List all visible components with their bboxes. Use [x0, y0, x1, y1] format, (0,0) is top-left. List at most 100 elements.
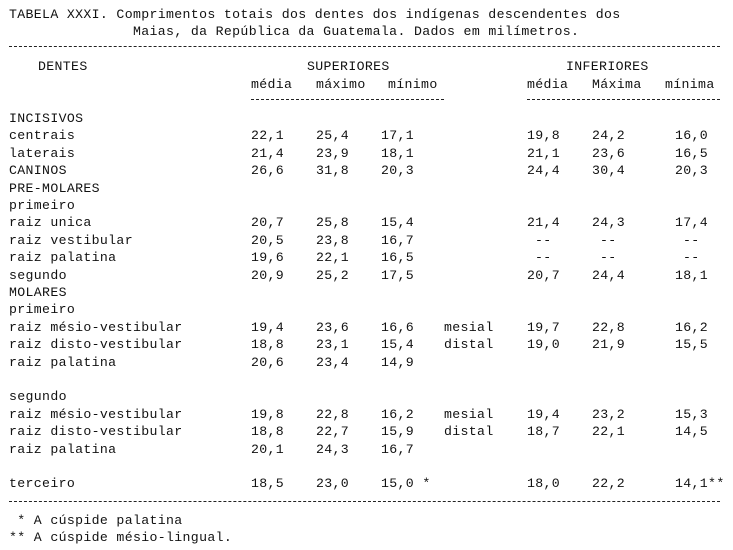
row-label: raiz unica	[9, 215, 92, 230]
superiores-rule	[251, 99, 444, 100]
superior-value-cell: 23,4	[316, 355, 350, 370]
inferior-value-cell: 18,1	[675, 268, 709, 283]
inferior-value-cell: 20,7	[527, 268, 561, 283]
superior-value-cell: 20,5	[251, 233, 285, 248]
inferior-value-cell: 24,3	[592, 215, 626, 230]
row-label: raiz palatina	[9, 355, 117, 370]
row-label: MOLARES	[9, 285, 67, 300]
superior-value-cell: 16,7	[381, 442, 415, 457]
header-sup-maximo: máximo	[316, 77, 366, 92]
inferior-value-cell: 17,4	[675, 215, 709, 230]
inferior-value-cell: 22,8	[592, 320, 626, 335]
superior-value-cell: 25,8	[316, 215, 350, 230]
superior-value-cell: 16,5	[381, 250, 415, 265]
superior-value-cell: 22,7	[316, 424, 350, 439]
row-label: raiz disto-vestibular	[9, 337, 183, 352]
inferior-value-cell: 23,6	[592, 146, 626, 161]
inferior-value-cell: 16,2	[675, 320, 709, 335]
inferior-value-cell: 21,4	[527, 215, 561, 230]
superior-value-cell: 18,1	[381, 146, 415, 161]
inferior-value-cell: 22,1	[592, 424, 626, 439]
superior-value-cell: 15,9	[381, 424, 415, 439]
row-label: raiz palatina	[9, 442, 117, 457]
root-position-note: distal	[444, 424, 494, 439]
superior-value-cell: 25,2	[316, 268, 350, 283]
superior-value-cell: 23,1	[316, 337, 350, 352]
inferior-value-cell: 19,8	[527, 128, 561, 143]
inferior-value-cell: 15,5	[675, 337, 709, 352]
inferior-value-cell: --	[535, 250, 552, 265]
superior-value-cell: 18,8	[251, 424, 285, 439]
inferior-value-cell: --	[600, 250, 617, 265]
table-title-line-2: Maias, da República da Guatemala. Dados …	[133, 24, 580, 39]
superior-value-cell: 31,8	[316, 163, 350, 178]
inferior-value-cell: 24,2	[592, 128, 626, 143]
row-label: raiz mésio-vestibular	[9, 407, 183, 422]
superior-value-cell: 22,8	[316, 407, 350, 422]
superior-value-cell: 21,4	[251, 146, 285, 161]
inferior-value-cell: 30,4	[592, 163, 626, 178]
superior-value-cell: 19,4	[251, 320, 285, 335]
header-sup-media: média	[251, 77, 293, 92]
row-label: CANINOS	[9, 163, 67, 178]
superior-value-cell: 19,8	[251, 407, 285, 422]
header-dentes: DENTES	[38, 59, 88, 74]
inferior-value-cell: 14,5	[675, 424, 709, 439]
footnote-mesio-lingual: ** A cúspide mésio-lingual.	[9, 530, 233, 545]
inferior-value-cell: 19,0	[527, 337, 561, 352]
inferior-value-cell: 19,7	[527, 320, 561, 335]
superior-value-cell: 20,3	[381, 163, 415, 178]
inferior-value-cell: 19,4	[527, 407, 561, 422]
inferior-value-cell: 21,9	[592, 337, 626, 352]
superior-value-cell: 20,7	[251, 215, 285, 230]
row-label: raiz disto-vestibular	[9, 424, 183, 439]
root-position-note: distal	[444, 337, 494, 352]
row-label: segundo	[9, 389, 67, 404]
row-label: centrais	[9, 128, 76, 143]
inferior-value-cell: 14,1**	[675, 476, 725, 491]
superior-value-cell: 20,1	[251, 442, 285, 457]
superior-value-cell: 16,7	[381, 233, 415, 248]
inferior-value-cell: 18,7	[527, 424, 561, 439]
superior-value-cell: 25,4	[316, 128, 350, 143]
superior-value-cell: 19,6	[251, 250, 285, 265]
footnote-palatina: * A cúspide palatina	[9, 513, 183, 528]
row-label: raiz palatina	[9, 250, 117, 265]
inferior-value-cell: --	[600, 233, 617, 248]
superior-value-cell: 14,9	[381, 355, 415, 370]
root-position-note: mesial	[444, 320, 494, 335]
inferior-value-cell: 16,5	[675, 146, 709, 161]
inferior-value-cell: --	[535, 233, 552, 248]
inferior-value-cell: 16,0	[675, 128, 709, 143]
row-label: primeiro	[9, 198, 76, 213]
superior-value-cell: 22,1	[251, 128, 285, 143]
superior-value-cell: 23,8	[316, 233, 350, 248]
superior-value-cell: 23,9	[316, 146, 350, 161]
row-label: terceiro	[9, 476, 76, 491]
row-label: raiz mésio-vestibular	[9, 320, 183, 335]
header-inf-maxima: Máxima	[592, 77, 642, 92]
header-inf-minima: mínima	[665, 77, 715, 92]
superior-value-cell: 15,0 *	[381, 476, 431, 491]
inferior-value-cell: 15,3	[675, 407, 709, 422]
inferior-value-cell: --	[683, 250, 700, 265]
superior-value-cell: 15,4	[381, 337, 415, 352]
table-title-line-1: TABELA XXXI. Comprimentos totais dos den…	[9, 7, 621, 22]
superior-value-cell: 26,6	[251, 163, 285, 178]
header-superiores: SUPERIORES	[307, 59, 390, 74]
superior-value-cell: 20,9	[251, 268, 285, 283]
superior-value-cell: 17,5	[381, 268, 415, 283]
inferior-value-cell: 24,4	[527, 163, 561, 178]
superior-value-cell: 17,1	[381, 128, 415, 143]
header-inferiores: INFERIORES	[566, 59, 649, 74]
row-label: INCISIVOS	[9, 111, 84, 126]
top-rule	[9, 46, 720, 47]
header-sup-minimo: mínimo	[388, 77, 438, 92]
row-label: primeiro	[9, 302, 76, 317]
superior-value-cell: 18,5	[251, 476, 285, 491]
superior-value-cell: 24,3	[316, 442, 350, 457]
row-label: segundo	[9, 268, 67, 283]
inferior-value-cell: 24,4	[592, 268, 626, 283]
header-inf-media: média	[527, 77, 569, 92]
inferior-value-cell: --	[683, 233, 700, 248]
